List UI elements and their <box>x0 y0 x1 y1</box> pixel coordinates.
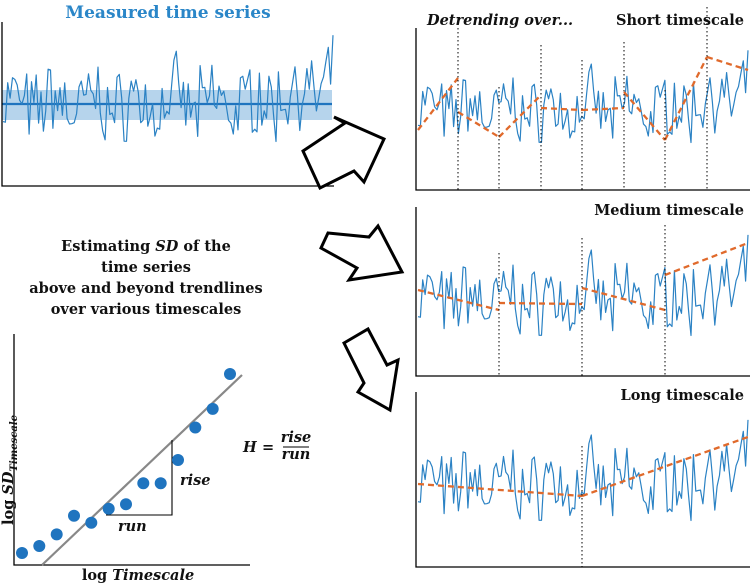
medium-panel-axes <box>415 207 750 377</box>
estimating-line-2: time series <box>101 259 191 276</box>
y-axis-label: log SDTimescale <box>0 415 20 525</box>
scaling-plot-axes <box>13 334 250 566</box>
scaling-plot: run rise log SDTimescale log Timescale <box>0 334 250 584</box>
short-trendlines <box>417 7 749 190</box>
scaling-point <box>68 509 80 522</box>
estimating-line-4: over various timescales <box>51 301 241 318</box>
measured-series-panel: Measured time series <box>1 3 334 187</box>
trendline-segment <box>664 241 749 277</box>
measured-series-axes <box>1 22 334 187</box>
formula-denominator: run <box>282 446 311 463</box>
long-series-line <box>417 419 749 522</box>
detrending-label: Detrending over... <box>426 12 573 29</box>
scaling-point <box>154 477 167 490</box>
trendline-segment <box>498 301 583 306</box>
x-axis-label: log Timescale <box>82 567 194 584</box>
trendline-segment <box>663 56 709 141</box>
scaling-point <box>102 502 115 515</box>
trendline-segment <box>417 77 459 131</box>
arrow-to-short <box>301 115 387 191</box>
formula-lhs: H <box>242 439 258 456</box>
scaling-point <box>16 547 28 559</box>
medium-timescale-panel: Medium timescale <box>415 202 750 377</box>
scaling-point <box>206 402 219 415</box>
right-arrow-icon <box>301 115 387 191</box>
trendline-segment <box>498 94 542 138</box>
scaling-point <box>224 368 236 380</box>
down-right-arrow-icon <box>319 223 405 282</box>
medium-trendlines <box>417 225 749 376</box>
short-timescale-title: Short timescale <box>616 12 744 29</box>
long-timescale-title: Long timescale <box>621 387 745 404</box>
arrow-to-medium <box>319 223 405 282</box>
scaling-points <box>16 368 236 559</box>
short-series-line <box>417 50 749 144</box>
down-arrow-icon <box>342 326 400 413</box>
short-panel-axes <box>415 28 750 191</box>
scaling-point <box>137 477 150 490</box>
trendline-segment <box>417 288 500 312</box>
trendline-segment <box>706 55 749 72</box>
scaling-point <box>50 528 63 541</box>
scaling-point <box>33 540 46 552</box>
formula-numerator: rise <box>281 429 312 446</box>
formula-equals: = <box>262 439 274 456</box>
trendline-segment <box>457 111 500 138</box>
rise-run-triangle <box>106 440 173 516</box>
arrow-to-long <box>342 326 400 413</box>
scaling-point <box>172 454 184 466</box>
scaling-point <box>120 498 132 511</box>
trendline-segment <box>581 106 625 112</box>
trendline-segment <box>581 286 666 312</box>
trendline-segment <box>540 106 583 112</box>
scaling-point <box>85 516 98 529</box>
short-timescale-panel: Detrending over... Short timescale <box>415 7 750 191</box>
scaling-point <box>189 421 202 434</box>
trendline-segment <box>623 91 666 141</box>
estimating-line-3: above and beyond trendlines <box>29 280 262 297</box>
estimating-line-1: Estimating SD of the <box>61 238 231 255</box>
estimating-caption: Estimating SD of the time series above a… <box>29 238 262 318</box>
measured-series-title: Measured time series <box>65 3 270 23</box>
hurst-formula: H = rise run <box>242 429 311 463</box>
trendline-segment <box>417 482 583 498</box>
medium-timescale-title: Medium timescale <box>594 202 744 219</box>
long-timescale-panel: Long timescale <box>415 387 750 568</box>
rise-label: rise <box>180 472 211 489</box>
measured-series-line <box>2 35 334 143</box>
long-panel-axes <box>415 392 750 568</box>
long-trendlines <box>417 435 749 567</box>
run-label: run <box>118 518 147 535</box>
medium-series-line <box>417 234 749 337</box>
